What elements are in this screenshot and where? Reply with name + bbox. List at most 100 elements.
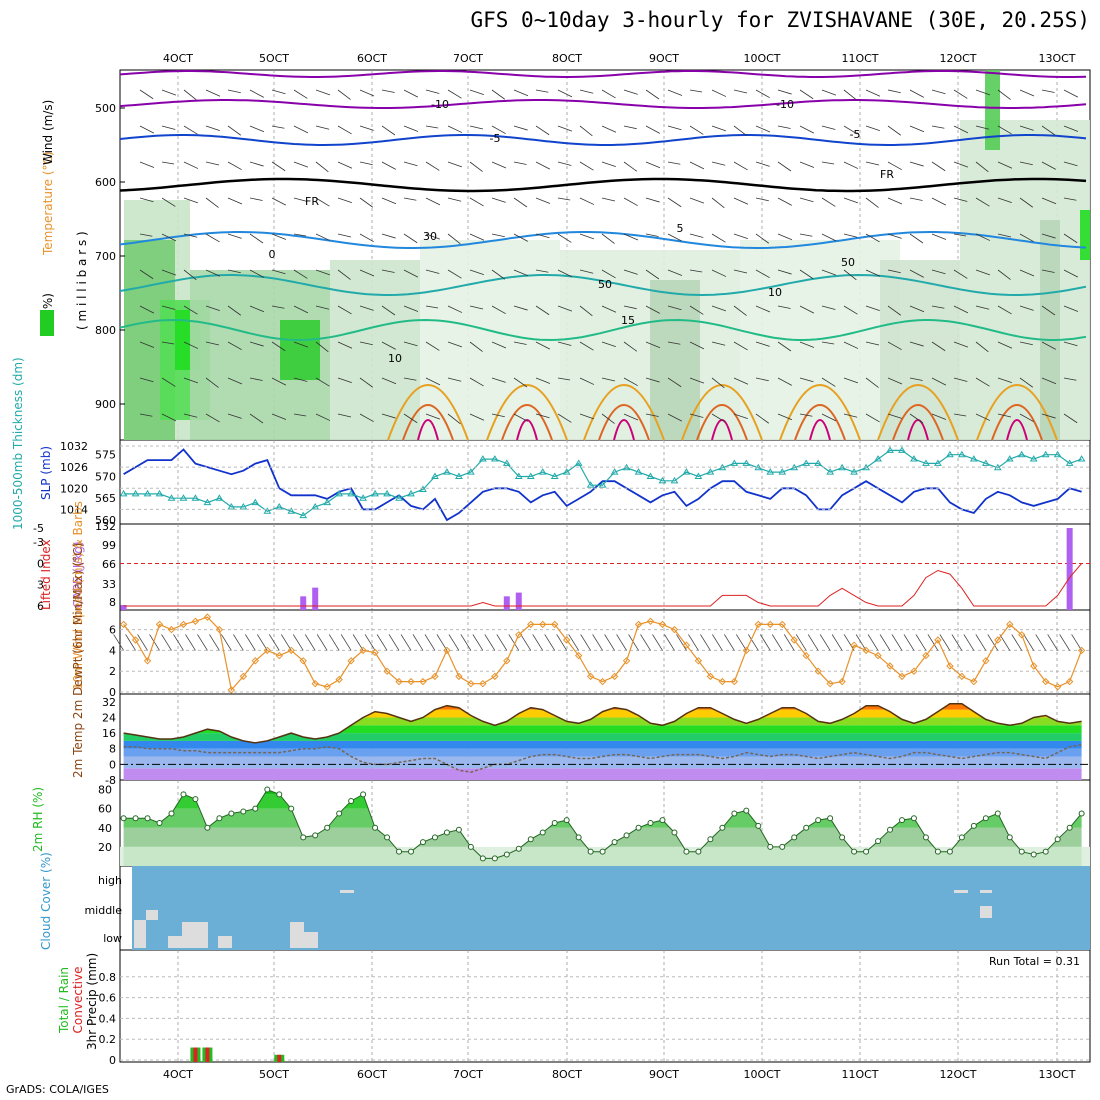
wind-barb (491, 197, 506, 203)
wind-barb (139, 125, 155, 134)
wind-barb (821, 341, 835, 345)
wind-barb (359, 89, 375, 97)
wind-barb (315, 233, 331, 241)
rh-shading (330, 260, 420, 440)
wind-barb (205, 233, 220, 243)
thickness-point (419, 485, 427, 493)
wind-barb (975, 413, 991, 421)
wind-barb (381, 377, 397, 385)
wind-barb (227, 413, 242, 419)
wind-barb (557, 89, 573, 98)
surface-wind-barb (328, 634, 340, 651)
temp-contour-20 (486, 384, 568, 441)
rh-band (123, 808, 1082, 828)
thickness-point (586, 481, 595, 488)
precip-tick-label: 0.8 (99, 971, 117, 984)
wind-barb (755, 269, 770, 279)
wind-barb (1063, 233, 1078, 244)
wind-barb (1019, 161, 1033, 166)
cape-axis-label: CAPE (J/kg) (71, 541, 85, 608)
wind-barb (909, 89, 924, 98)
surface-wind-barb (173, 634, 184, 651)
wind-speed-point (467, 679, 475, 688)
rh-point (707, 836, 714, 843)
wind-barb (821, 269, 837, 276)
cloud-cell (218, 936, 232, 948)
wind-barb (183, 269, 197, 281)
thickness-point (550, 472, 559, 479)
wind-barb (535, 413, 550, 419)
wind-barb (1063, 197, 1077, 201)
wind-speed-point (443, 646, 451, 655)
wind-speed-point (898, 672, 906, 681)
rh-point (192, 796, 199, 803)
temperature-band (123, 709, 1082, 718)
slp-tick-label: 1032 (60, 440, 88, 453)
temp-contour-minus15 (119, 70, 1087, 78)
wind-speed-point (682, 641, 691, 649)
thickness-point (778, 468, 787, 475)
wind-barb (865, 125, 880, 131)
bottom-date-label: 12OCT (939, 1068, 976, 1081)
thickness-point (347, 489, 356, 497)
bottom-date-label: 4OCT (163, 1068, 193, 1081)
surface-wind-barb (843, 634, 855, 651)
precip-legend-total: Total / Rain (57, 967, 71, 1034)
wind-barb (535, 161, 551, 170)
wind-barb (755, 125, 771, 133)
panel-frame-precip (119, 949, 1091, 1063)
wind-barb (469, 377, 484, 387)
thickness-point (131, 489, 140, 497)
surface-wind-barb (472, 634, 484, 651)
wind-axis-label: 10m Wind Speed (m/s) & Barbs (71, 501, 85, 690)
lifted-index-axis-label: Lifted Index (39, 539, 53, 610)
temp-contour-20 (877, 384, 959, 441)
surface-wind-barb (280, 634, 292, 651)
surface-wind-barb (640, 634, 651, 651)
rh-point (683, 848, 690, 855)
wind-barb (491, 125, 506, 135)
contour-label: FR (305, 195, 319, 208)
wind-barb (491, 233, 505, 238)
wind-barb (1063, 341, 1078, 347)
surface-wind-barb (700, 634, 711, 651)
slp-tick-label: 1014 (60, 503, 88, 516)
rh-point (156, 820, 163, 826)
cloud-cell (340, 890, 354, 893)
cloud-level-label: middle (84, 904, 122, 917)
rh-point (659, 817, 666, 824)
wind-barb (381, 269, 395, 273)
rh-point (288, 805, 295, 812)
thickness-point (263, 507, 272, 514)
wind-barb (425, 377, 441, 386)
contour-label: -10 (776, 98, 794, 111)
rh-point (587, 848, 594, 855)
wind-barb (535, 377, 551, 384)
wind-speed-point (275, 651, 283, 660)
thickness-tick-label: 560 (95, 514, 116, 527)
wind-barb (667, 125, 682, 131)
thickness-point (1017, 450, 1026, 458)
wind-barb (161, 161, 175, 165)
thickness-point (934, 459, 942, 466)
wind-barb (755, 305, 771, 313)
wind-speed-point (886, 662, 894, 670)
wind-barb (513, 233, 528, 242)
surface-wind-barb (759, 634, 771, 651)
wind-barb (425, 161, 440, 171)
wind-barb (953, 161, 969, 168)
surface-wind-barb (604, 634, 615, 651)
wind-barb (271, 89, 286, 95)
wind-barb (205, 341, 220, 346)
temperature-axis-label: 2m Temp 2m DewPt (6hr Min/Max) (°C) (71, 543, 85, 778)
wind-barb (293, 269, 308, 279)
wind-barb (821, 233, 837, 242)
surface-wind-barb (903, 634, 915, 651)
wind-barb (161, 413, 177, 422)
wind-barb (865, 305, 880, 311)
wind-speed-point (1030, 662, 1038, 670)
rh-point (491, 855, 498, 862)
contour-label: -10 (431, 98, 449, 111)
thickness-point (335, 489, 344, 497)
wind-barb (337, 305, 352, 315)
